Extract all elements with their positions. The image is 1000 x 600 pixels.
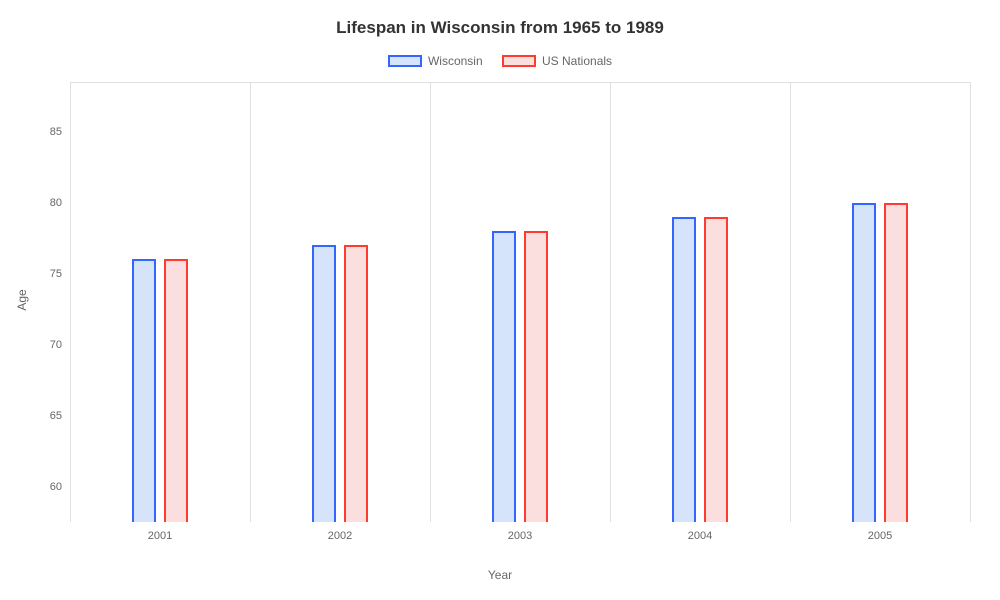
legend-label-usnationals: US Nationals (542, 54, 612, 68)
y-tick-label: 75 (50, 268, 62, 280)
x-tick-label: 2004 (688, 530, 712, 542)
gridline-vertical (250, 82, 251, 522)
bar (312, 245, 336, 522)
y-tick-label: 85 (50, 126, 62, 138)
legend-swatch-wisconsin (388, 55, 422, 67)
gridline-top (70, 82, 970, 83)
gridline-vertical (70, 82, 71, 522)
x-tick-label: 2002 (328, 530, 352, 542)
legend-label-wisconsin: Wisconsin (428, 54, 483, 68)
plot-area: 60657075808520012002200320042005 (70, 82, 970, 522)
bar (704, 217, 728, 522)
bar (344, 245, 368, 522)
y-tick-label: 80 (50, 197, 62, 209)
bar (672, 217, 696, 522)
gridline-vertical (430, 82, 431, 522)
gridline-vertical (970, 82, 971, 522)
x-tick-label: 2001 (148, 530, 172, 542)
x-tick-label: 2003 (508, 530, 532, 542)
legend-item-usnationals: US Nationals (502, 54, 612, 68)
y-axis-label: Age (15, 289, 29, 310)
y-tick-label: 60 (50, 481, 62, 493)
legend-swatch-usnationals (502, 55, 536, 67)
bar (164, 259, 188, 522)
legend-item-wisconsin: Wisconsin (388, 54, 483, 68)
gridline-vertical (610, 82, 611, 522)
chart-title: Lifespan in Wisconsin from 1965 to 1989 (0, 18, 1000, 38)
gridline-vertical (790, 82, 791, 522)
bar (132, 259, 156, 522)
y-tick-label: 70 (50, 339, 62, 351)
x-tick-label: 2005 (868, 530, 892, 542)
y-tick-label: 65 (50, 410, 62, 422)
bar (492, 231, 516, 522)
bar (852, 203, 876, 522)
bar (524, 231, 548, 522)
bar (884, 203, 908, 522)
x-axis-label: Year (0, 568, 1000, 582)
legend: Wisconsin US Nationals (0, 54, 1000, 70)
